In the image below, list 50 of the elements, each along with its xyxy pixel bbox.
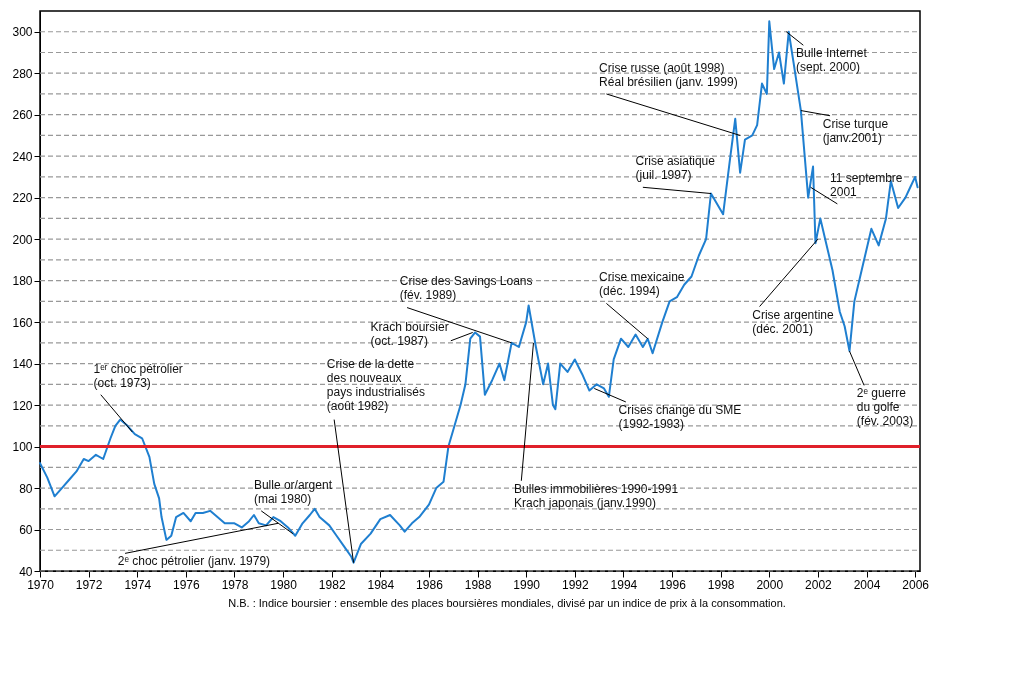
x-tick-label: 1986 [416, 577, 444, 592]
x-tick-label: 1990 [513, 577, 541, 592]
x-tick-label: 1998 [707, 577, 735, 592]
x-tick-label: 1996 [659, 577, 687, 592]
y-tick-label: 260 [12, 108, 33, 123]
annotation: Crise argentine (déc. 2001) [752, 307, 834, 336]
x-tick-label: 1984 [367, 577, 395, 592]
annotation: 1ᵉʳ choc pétrolier (oct. 1973) [93, 361, 183, 390]
text: N.B. : Indice boursier : ensemble des places boursières mondiales, divisé par un indice de prix à la consommation. [227, 597, 787, 609]
x-tick-label: 1994 [610, 577, 638, 592]
annotation: Crise russe (août 1998) Réal brésilien (janv. 1999) [599, 60, 738, 89]
annotation: Bulles immobilières 1990-1991 Krach japonais (janv.1990) [514, 481, 679, 510]
y-tick-label: 220 [12, 191, 33, 206]
y-tick-label: 100 [12, 440, 33, 455]
annotation: Bulle Internet (sept. 2000) [796, 46, 868, 75]
x-tick-label: 1980 [270, 577, 298, 592]
annotation: 11 septembre 2001 [830, 170, 903, 199]
y-tick-label: 140 [12, 357, 33, 372]
x-tick-label: 2000 [756, 577, 784, 592]
y-tick-label: 80 [19, 481, 33, 496]
y-tick-label: 180 [12, 274, 33, 289]
annotation: Crise turque (janv.2001) [822, 116, 889, 145]
x-tick-label: 1992 [561, 577, 589, 592]
x-tick-label: 1974 [124, 577, 152, 592]
annotation: Crise de la dette des nouveaux pays industrialisés (août 1982) [326, 357, 425, 414]
x-tick-label: 2006 [902, 577, 930, 592]
y-tick-label: 120 [12, 398, 33, 413]
y-tick-label: 40 [19, 564, 33, 579]
y-tick-label: 280 [12, 66, 33, 81]
annotation: Crise mexicaine (déc. 1994) [599, 270, 685, 299]
x-tick-label: 2002 [805, 577, 833, 592]
annotation: 2ᵉ choc pétrolier (janv. 1979) [117, 554, 271, 569]
y-tick-label: 60 [19, 523, 33, 538]
annotation: 2ᵉ guerre du golfe (fév. 2003) [856, 386, 914, 429]
annotation: Crise des Savings Loans (fév. 1989) [399, 274, 533, 303]
x-tick-label: 1978 [221, 577, 249, 592]
x-tick-label: 2004 [853, 577, 881, 592]
annotation: Bulle or/argent (mai 1980) [253, 477, 333, 506]
annotation: Crises change du SME (1992-1993) [618, 403, 742, 432]
y-tick-label: 240 [12, 149, 33, 164]
x-tick-label: 1988 [464, 577, 492, 592]
annotation: Krach boursier (oct. 1987) [370, 320, 449, 349]
x-tick-label: 1976 [173, 577, 201, 592]
y-tick-label: 200 [12, 232, 33, 247]
x-tick-label: 1972 [75, 577, 103, 592]
x-tick-label: 1970 [27, 577, 55, 592]
x-tick-label: 1982 [318, 577, 346, 592]
y-tick-label: 300 [12, 25, 33, 40]
annotation: Crise asiatique (juil. 1997) [635, 154, 716, 183]
y-tick-label: 160 [12, 315, 33, 330]
